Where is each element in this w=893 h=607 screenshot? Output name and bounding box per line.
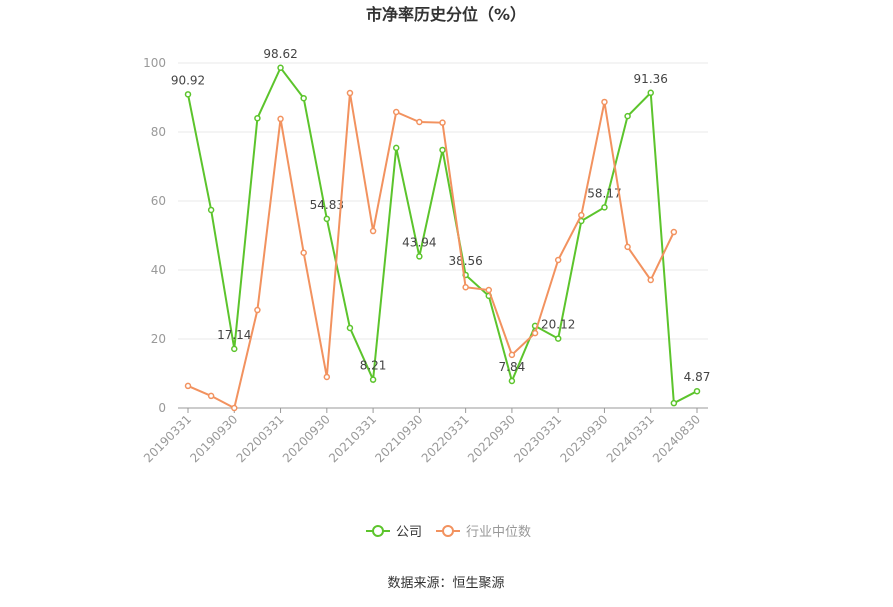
point: [416, 253, 423, 260]
point: [647, 276, 654, 284]
point: [369, 376, 377, 383]
x-tick-label: 20240331: [604, 412, 657, 465]
y-tick-label: 0: [158, 401, 166, 415]
x-tick-label: 20210930: [372, 412, 425, 465]
x-tick-label: 20240830: [650, 412, 703, 465]
y-tick-label: 20: [151, 332, 166, 346]
point: [300, 249, 307, 256]
point: [392, 108, 400, 116]
point: [601, 204, 608, 211]
point: [554, 256, 562, 264]
data-label: 43.94: [402, 235, 436, 249]
point: [184, 382, 192, 390]
x-tick-label: 20220930: [465, 412, 518, 465]
point: [184, 91, 192, 98]
x-tick-label: 20230930: [557, 412, 610, 465]
x-tick-label: 20200930: [280, 412, 333, 465]
data-label: 4.87: [684, 370, 711, 384]
point: [207, 206, 215, 214]
data-label: 20.12: [541, 318, 575, 332]
point: [369, 227, 377, 235]
point: [531, 329, 539, 337]
point: [254, 306, 261, 314]
data-label: 90.92: [171, 73, 205, 87]
series-line: [187, 92, 675, 410]
point: [231, 345, 238, 353]
point: [346, 89, 354, 97]
data-label: 91.36: [634, 72, 668, 86]
y-tick-label: 40: [151, 263, 166, 277]
point: [231, 404, 238, 412]
x-tick-label: 20220331: [419, 412, 472, 465]
x-tick-label: 20190331: [141, 412, 194, 465]
legend-marker: [372, 525, 384, 537]
y-tick-label: 100: [143, 56, 166, 70]
series-line: [187, 65, 698, 405]
point: [647, 89, 654, 97]
point: [485, 286, 493, 294]
point: [254, 114, 261, 122]
point: [578, 211, 585, 219]
x-tick-label: 20190930: [187, 412, 240, 465]
point: [207, 392, 215, 400]
data-label: 98.62: [263, 47, 297, 61]
point: [300, 94, 307, 102]
chart-title: 市净率历史分位（%）: [366, 5, 526, 24]
point: [624, 112, 631, 120]
data-label: 17.14: [217, 328, 251, 342]
point: [277, 64, 284, 72]
y-tick-label: 60: [151, 194, 166, 208]
legend-label: 公司: [396, 525, 422, 540]
point: [554, 335, 562, 342]
point: [323, 215, 331, 223]
x-tick-label: 20230331: [511, 412, 564, 465]
point: [346, 324, 354, 332]
point: [416, 118, 423, 126]
point: [670, 399, 678, 407]
point: [693, 387, 701, 395]
source: 数据来源：恒生聚源: [387, 576, 504, 591]
point: [670, 228, 678, 236]
point: [392, 144, 400, 152]
y-tick-label: 80: [151, 125, 166, 139]
point: [624, 243, 631, 251]
point: [462, 284, 469, 291]
point: [323, 373, 331, 381]
data-label: 7.84: [499, 360, 526, 374]
legend-marker: [442, 525, 454, 537]
data-label: 38.56: [448, 254, 482, 268]
legend-label: 行业中位数: [466, 525, 531, 540]
point: [601, 98, 608, 106]
data-label: 58.17: [587, 186, 621, 200]
x-tick-label: 20200331: [234, 412, 287, 465]
x-tick-label: 20210331: [326, 412, 379, 465]
data-label: 54.83: [310, 198, 344, 212]
point: [439, 146, 446, 154]
point: [277, 115, 284, 123]
point: [439, 119, 446, 126]
point: [508, 377, 516, 385]
point: [508, 351, 516, 359]
data-label: 8.21: [360, 359, 387, 373]
